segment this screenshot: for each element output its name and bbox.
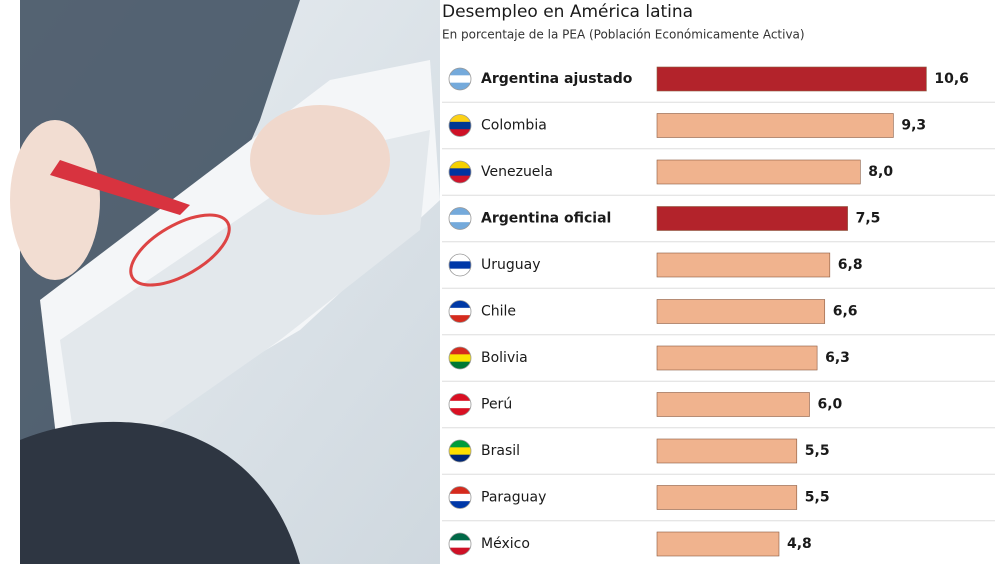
bar	[656, 392, 810, 417]
photo	[10, 0, 440, 564]
bar	[656, 252, 831, 278]
flag	[448, 346, 472, 370]
value-label: 6,6	[833, 304, 858, 320]
flag-rim	[448, 439, 472, 463]
bar	[656, 345, 818, 371]
flag-stripe	[449, 486, 471, 495]
flag-stripe	[449, 347, 471, 355]
flag-stripe	[449, 175, 471, 183]
flag	[448, 67, 472, 91]
category-label: Argentina oficial	[481, 211, 611, 227]
category-label: Brasil	[481, 443, 520, 459]
flag-stripe	[449, 547, 471, 555]
bar	[656, 485, 798, 510]
flag-stripe	[449, 268, 471, 276]
bar	[656, 299, 826, 324]
flag-stripe	[449, 161, 471, 169]
category-label: Bolivia	[481, 350, 528, 366]
value-label: 10,6	[934, 71, 969, 87]
category-label: Perú	[481, 397, 512, 413]
flag-stripe	[449, 214, 471, 223]
flag-stripe	[449, 354, 471, 363]
value-label: 6,3	[825, 350, 850, 366]
flag-stripe	[449, 447, 471, 456]
bar	[656, 159, 861, 185]
bar	[656, 438, 798, 464]
flag-stripe	[449, 254, 471, 262]
flag-stripe	[449, 501, 471, 509]
bar	[656, 206, 848, 231]
category-label: Argentina ajustado	[481, 71, 633, 87]
flag-stripe	[449, 261, 471, 270]
flag-rim	[448, 532, 472, 556]
value-label: 7,5	[856, 211, 881, 227]
flag-stripe	[449, 400, 471, 409]
flag	[448, 393, 472, 416]
value-label: 9,3	[901, 118, 926, 134]
flag-stripe	[449, 540, 471, 549]
flag-stripe	[449, 75, 471, 84]
flag-stripe	[449, 361, 471, 369]
flag	[448, 253, 472, 277]
flag-stripe	[449, 129, 471, 137]
flag-stripe	[449, 207, 471, 216]
bar	[656, 531, 780, 557]
flag-stripe	[449, 440, 471, 448]
flag-stripe	[449, 82, 471, 90]
chart-title: Desempleo en América latina	[442, 2, 693, 22]
flag	[448, 486, 472, 509]
chart-subtitle: En porcentaje de la PEA (Población Econó…	[442, 28, 805, 42]
flag-rim	[448, 346, 472, 370]
flag-stripe	[449, 315, 471, 323]
flag-rim	[448, 253, 472, 277]
flag-stripe	[449, 68, 471, 76]
flag-stripe	[449, 121, 471, 130]
flag-stripe	[449, 222, 471, 230]
flag-rim	[448, 67, 472, 91]
value-label: 8,0	[868, 164, 893, 180]
flag	[448, 160, 472, 184]
flag-stripe	[449, 533, 471, 541]
flag-stripe	[449, 454, 471, 462]
bar	[656, 113, 894, 138]
flag-rim	[448, 486, 472, 509]
value-label: 5,5	[805, 490, 830, 506]
flag-rim	[448, 300, 472, 323]
flag-rim	[448, 160, 472, 184]
flag-stripe	[449, 300, 471, 309]
value-label: 4,8	[787, 536, 812, 552]
flag-stripe	[449, 114, 471, 123]
value-label: 6,0	[817, 397, 842, 413]
flag-rim	[448, 393, 472, 416]
flag-stripe	[449, 168, 471, 177]
category-label: Colombia	[481, 118, 547, 134]
flag-stripe	[449, 393, 471, 402]
flag-stripe	[449, 493, 471, 502]
flag-stripe	[449, 408, 471, 416]
flag	[448, 532, 472, 556]
flag-rim	[448, 114, 472, 137]
value-label: 6,8	[838, 257, 863, 273]
flag-stripe	[449, 307, 471, 316]
flag	[448, 300, 472, 323]
value-label: 5,5	[805, 443, 830, 459]
category-label: Chile	[481, 304, 516, 320]
category-label: Venezuela	[481, 164, 553, 180]
bar	[656, 66, 927, 92]
flag	[448, 114, 472, 137]
category-label: Uruguay	[481, 257, 541, 273]
category-label: México	[481, 536, 530, 552]
flag	[448, 207, 472, 230]
flag-rim	[448, 207, 472, 230]
flag	[448, 439, 472, 463]
category-label: Paraguay	[481, 490, 546, 506]
